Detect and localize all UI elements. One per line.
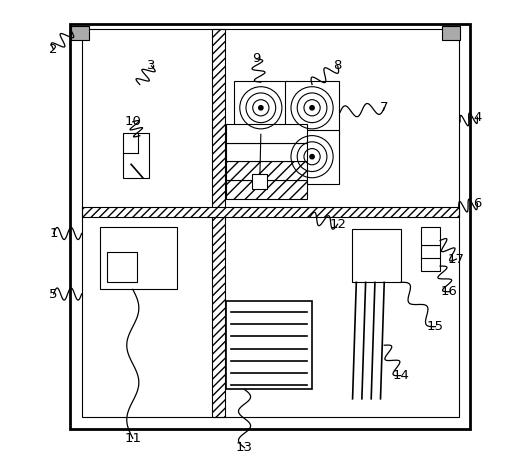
- Bar: [226, 124, 307, 143]
- Bar: [70, 24, 470, 429]
- Bar: [442, 26, 460, 40]
- Text: 10: 10: [124, 115, 141, 128]
- Text: 16: 16: [441, 285, 458, 298]
- Text: 12: 12: [329, 218, 346, 231]
- Bar: [226, 301, 312, 389]
- Text: 7: 7: [380, 101, 389, 114]
- Circle shape: [310, 106, 314, 110]
- Bar: [100, 226, 177, 290]
- Bar: [82, 28, 459, 417]
- Bar: [421, 245, 440, 271]
- Text: 9: 9: [252, 52, 260, 65]
- Text: 3: 3: [147, 59, 156, 72]
- Bar: [82, 207, 459, 217]
- Circle shape: [310, 155, 314, 159]
- Text: 5: 5: [49, 288, 58, 301]
- Text: 6: 6: [473, 197, 482, 210]
- Bar: [252, 174, 268, 189]
- Circle shape: [259, 106, 263, 110]
- Bar: [107, 252, 138, 283]
- Text: 15: 15: [427, 320, 444, 333]
- Bar: [234, 81, 288, 135]
- Bar: [124, 134, 149, 177]
- Text: 11: 11: [124, 432, 141, 445]
- Text: 13: 13: [236, 441, 253, 454]
- Bar: [226, 161, 307, 180]
- Bar: [352, 229, 400, 283]
- Text: 17: 17: [448, 253, 465, 266]
- Text: 1: 1: [49, 227, 58, 240]
- Bar: [285, 81, 339, 135]
- Text: 8: 8: [333, 59, 342, 72]
- Bar: [421, 226, 440, 245]
- Text: 2: 2: [49, 43, 58, 56]
- Bar: [226, 143, 307, 161]
- Bar: [226, 180, 307, 198]
- Text: 4: 4: [473, 111, 482, 124]
- Bar: [71, 26, 89, 40]
- Bar: [212, 28, 225, 417]
- Text: 14: 14: [392, 369, 409, 382]
- Bar: [285, 130, 339, 184]
